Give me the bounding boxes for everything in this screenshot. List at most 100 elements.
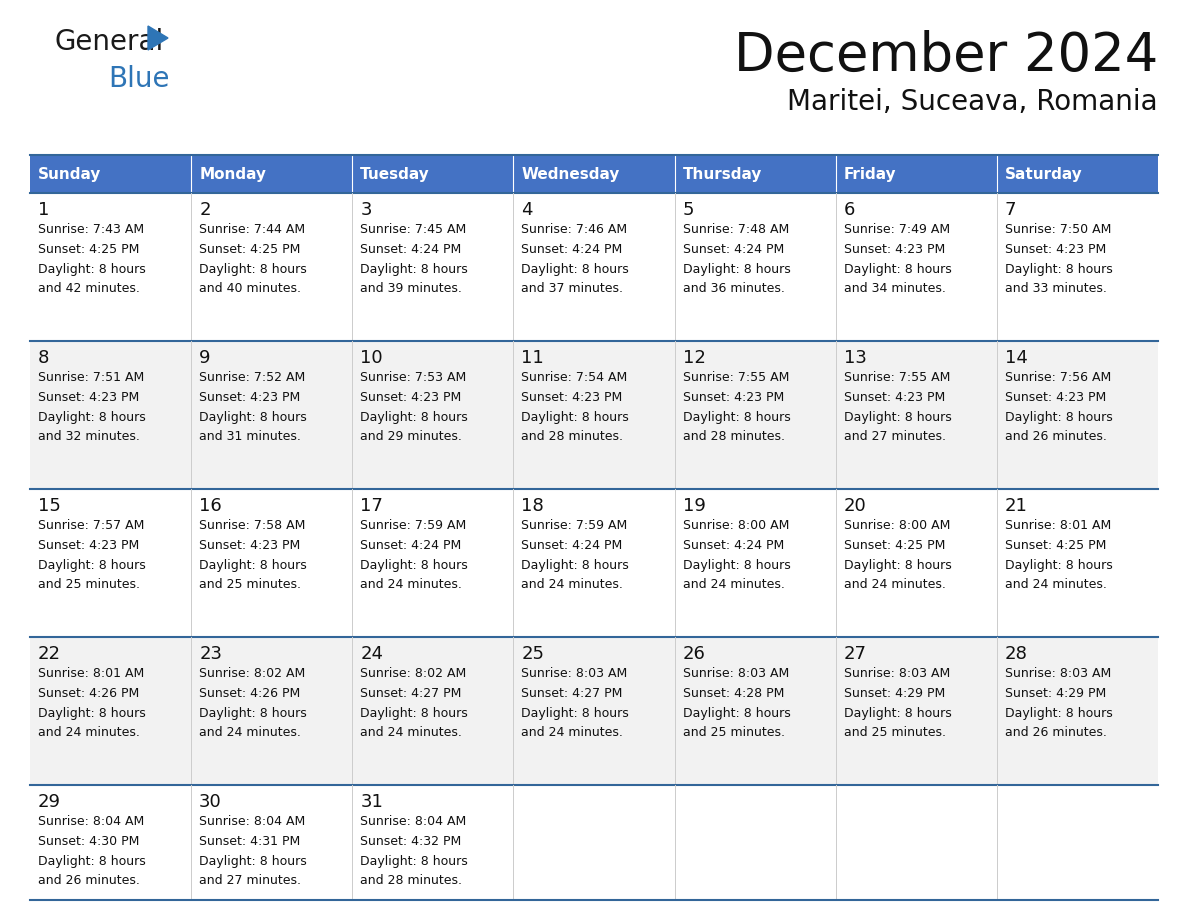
Text: Sunset: 4:26 PM: Sunset: 4:26 PM: [38, 687, 139, 700]
Text: Daylight: 8 hours: Daylight: 8 hours: [522, 707, 630, 720]
Text: and 25 minutes.: and 25 minutes.: [200, 578, 301, 591]
Text: and 27 minutes.: and 27 minutes.: [200, 874, 301, 887]
Text: Sunrise: 7:45 AM: Sunrise: 7:45 AM: [360, 223, 467, 236]
Text: Daylight: 8 hours: Daylight: 8 hours: [683, 559, 790, 572]
Text: 7: 7: [1005, 201, 1017, 219]
Text: Sunrise: 7:48 AM: Sunrise: 7:48 AM: [683, 223, 789, 236]
Text: Sunset: 4:23 PM: Sunset: 4:23 PM: [1005, 243, 1106, 256]
Text: 29: 29: [38, 793, 61, 811]
Text: 27: 27: [843, 645, 867, 663]
Text: Daylight: 8 hours: Daylight: 8 hours: [200, 263, 307, 276]
Text: Daylight: 8 hours: Daylight: 8 hours: [360, 263, 468, 276]
Text: Sunset: 4:23 PM: Sunset: 4:23 PM: [843, 391, 944, 404]
Text: Sunset: 4:25 PM: Sunset: 4:25 PM: [1005, 539, 1106, 552]
Text: and 24 minutes.: and 24 minutes.: [683, 578, 784, 591]
Text: Sunset: 4:28 PM: Sunset: 4:28 PM: [683, 687, 784, 700]
Text: Sunrise: 8:01 AM: Sunrise: 8:01 AM: [1005, 519, 1111, 532]
Text: Daylight: 8 hours: Daylight: 8 hours: [1005, 559, 1113, 572]
Text: and 24 minutes.: and 24 minutes.: [843, 578, 946, 591]
Text: 5: 5: [683, 201, 694, 219]
Text: 15: 15: [38, 497, 61, 515]
Text: and 24 minutes.: and 24 minutes.: [360, 578, 462, 591]
Text: 9: 9: [200, 349, 210, 367]
Text: Daylight: 8 hours: Daylight: 8 hours: [360, 855, 468, 868]
Text: 20: 20: [843, 497, 866, 515]
Text: Daylight: 8 hours: Daylight: 8 hours: [843, 263, 952, 276]
Text: Sunset: 4:32 PM: Sunset: 4:32 PM: [360, 835, 461, 848]
Text: and 28 minutes.: and 28 minutes.: [522, 430, 624, 443]
Text: Sunrise: 8:00 AM: Sunrise: 8:00 AM: [843, 519, 950, 532]
Text: Sunset: 4:24 PM: Sunset: 4:24 PM: [360, 539, 461, 552]
Text: and 28 minutes.: and 28 minutes.: [360, 874, 462, 887]
Text: Thursday: Thursday: [683, 166, 762, 182]
Text: 8: 8: [38, 349, 50, 367]
Text: Sunset: 4:26 PM: Sunset: 4:26 PM: [200, 687, 301, 700]
Text: Daylight: 8 hours: Daylight: 8 hours: [38, 411, 146, 424]
Text: Sunrise: 7:59 AM: Sunrise: 7:59 AM: [522, 519, 627, 532]
Text: 16: 16: [200, 497, 222, 515]
Text: Sunrise: 7:51 AM: Sunrise: 7:51 AM: [38, 371, 144, 384]
Text: Sunrise: 7:57 AM: Sunrise: 7:57 AM: [38, 519, 145, 532]
Text: Sunset: 4:24 PM: Sunset: 4:24 PM: [683, 243, 784, 256]
Text: 1: 1: [38, 201, 50, 219]
Text: 10: 10: [360, 349, 383, 367]
Text: 11: 11: [522, 349, 544, 367]
Text: Sunrise: 8:00 AM: Sunrise: 8:00 AM: [683, 519, 789, 532]
Text: Sunrise: 8:03 AM: Sunrise: 8:03 AM: [843, 667, 950, 680]
Text: Sunset: 4:27 PM: Sunset: 4:27 PM: [522, 687, 623, 700]
Text: Sunset: 4:24 PM: Sunset: 4:24 PM: [522, 243, 623, 256]
Text: Sunset: 4:23 PM: Sunset: 4:23 PM: [200, 391, 301, 404]
Text: Sunset: 4:24 PM: Sunset: 4:24 PM: [522, 539, 623, 552]
Text: Sunset: 4:24 PM: Sunset: 4:24 PM: [683, 539, 784, 552]
Text: Sunset: 4:25 PM: Sunset: 4:25 PM: [38, 243, 139, 256]
Text: Sunset: 4:23 PM: Sunset: 4:23 PM: [360, 391, 461, 404]
Text: 31: 31: [360, 793, 384, 811]
Text: Friday: Friday: [843, 166, 896, 182]
Text: and 26 minutes.: and 26 minutes.: [1005, 430, 1107, 443]
Text: Daylight: 8 hours: Daylight: 8 hours: [1005, 707, 1113, 720]
Text: Sunset: 4:23 PM: Sunset: 4:23 PM: [38, 539, 139, 552]
Text: 6: 6: [843, 201, 855, 219]
Text: Daylight: 8 hours: Daylight: 8 hours: [200, 707, 307, 720]
Text: and 34 minutes.: and 34 minutes.: [843, 282, 946, 295]
Text: 30: 30: [200, 793, 222, 811]
Text: 21: 21: [1005, 497, 1028, 515]
Text: 13: 13: [843, 349, 866, 367]
Text: and 42 minutes.: and 42 minutes.: [38, 282, 140, 295]
Text: Sunrise: 7:58 AM: Sunrise: 7:58 AM: [200, 519, 305, 532]
Text: and 40 minutes.: and 40 minutes.: [200, 282, 301, 295]
Text: Daylight: 8 hours: Daylight: 8 hours: [843, 707, 952, 720]
Text: 3: 3: [360, 201, 372, 219]
Text: and 24 minutes.: and 24 minutes.: [360, 726, 462, 739]
Text: Sunrise: 7:50 AM: Sunrise: 7:50 AM: [1005, 223, 1111, 236]
Text: Sunrise: 7:43 AM: Sunrise: 7:43 AM: [38, 223, 144, 236]
Text: 17: 17: [360, 497, 384, 515]
Text: Sunset: 4:25 PM: Sunset: 4:25 PM: [843, 539, 946, 552]
Text: Sunrise: 7:55 AM: Sunrise: 7:55 AM: [683, 371, 789, 384]
Text: Sunrise: 8:04 AM: Sunrise: 8:04 AM: [360, 815, 467, 828]
Text: Daylight: 8 hours: Daylight: 8 hours: [683, 263, 790, 276]
Text: Daylight: 8 hours: Daylight: 8 hours: [360, 559, 468, 572]
Text: and 25 minutes.: and 25 minutes.: [843, 726, 946, 739]
Text: and 26 minutes.: and 26 minutes.: [38, 874, 140, 887]
Text: Daylight: 8 hours: Daylight: 8 hours: [38, 707, 146, 720]
Text: Sunrise: 7:56 AM: Sunrise: 7:56 AM: [1005, 371, 1111, 384]
Text: Sunrise: 8:03 AM: Sunrise: 8:03 AM: [522, 667, 627, 680]
Bar: [30, 785, 1158, 900]
Text: Sunrise: 7:49 AM: Sunrise: 7:49 AM: [843, 223, 950, 236]
Text: Sunrise: 7:53 AM: Sunrise: 7:53 AM: [360, 371, 467, 384]
Text: and 25 minutes.: and 25 minutes.: [38, 578, 140, 591]
Text: Sunset: 4:29 PM: Sunset: 4:29 PM: [1005, 687, 1106, 700]
Text: Daylight: 8 hours: Daylight: 8 hours: [683, 707, 790, 720]
Text: Daylight: 8 hours: Daylight: 8 hours: [200, 559, 307, 572]
Text: Daylight: 8 hours: Daylight: 8 hours: [38, 263, 146, 276]
Text: Maritei, Suceava, Romania: Maritei, Suceava, Romania: [788, 88, 1158, 116]
Text: Daylight: 8 hours: Daylight: 8 hours: [522, 559, 630, 572]
Text: 26: 26: [683, 645, 706, 663]
Text: and 24 minutes.: and 24 minutes.: [522, 726, 624, 739]
Text: and 37 minutes.: and 37 minutes.: [522, 282, 624, 295]
Text: Daylight: 8 hours: Daylight: 8 hours: [200, 411, 307, 424]
Text: Sunset: 4:25 PM: Sunset: 4:25 PM: [200, 243, 301, 256]
Text: 19: 19: [683, 497, 706, 515]
Text: Tuesday: Tuesday: [360, 166, 430, 182]
